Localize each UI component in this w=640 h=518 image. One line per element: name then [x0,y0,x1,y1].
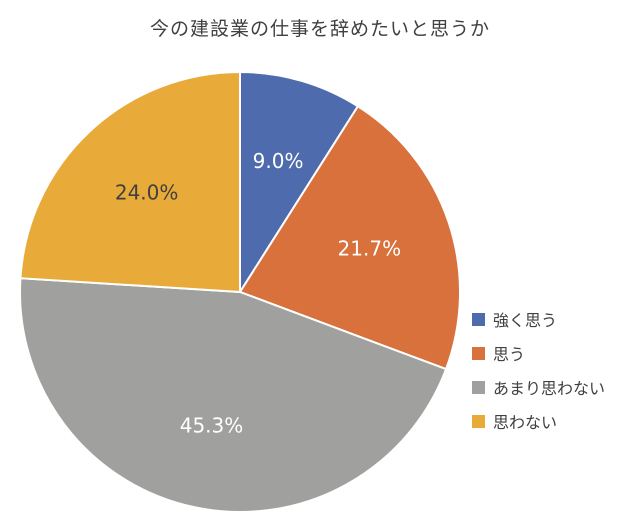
legend-label-4: 思わない [493,413,558,432]
pie-slice-2 [238,104,461,371]
legend-item-1: 強く思う [472,302,605,336]
legend-swatch-3 [472,380,485,394]
slice-label-3: 45.3% [180,413,244,437]
legend-swatch-4 [472,414,485,428]
pie-slice-4 [19,70,241,294]
pie-slice-3 [19,277,448,513]
legend-item-4: 思わない [472,404,605,438]
legend-label-2: 思う [493,345,526,364]
legend-label-1: 強く思う [493,311,558,330]
pie-slice-1 [239,70,360,296]
legend: 強く思う思うあまり思わない 思わない [472,302,605,438]
legend-swatch-2 [472,346,485,360]
slice-label-1: 9.0% [253,149,304,173]
legend-item-2: 思う [472,336,605,370]
legend-swatch-1 [472,312,485,326]
chart-title: 今の建設業の仕事を辞めたいと思うか [149,18,490,40]
legend-label-3: あまり思わない [493,379,606,398]
slice-label-4: 24.0% [115,181,179,205]
legend-item-3: あまり思わない [472,370,605,404]
slice-label-2: 21.7% [338,237,402,261]
